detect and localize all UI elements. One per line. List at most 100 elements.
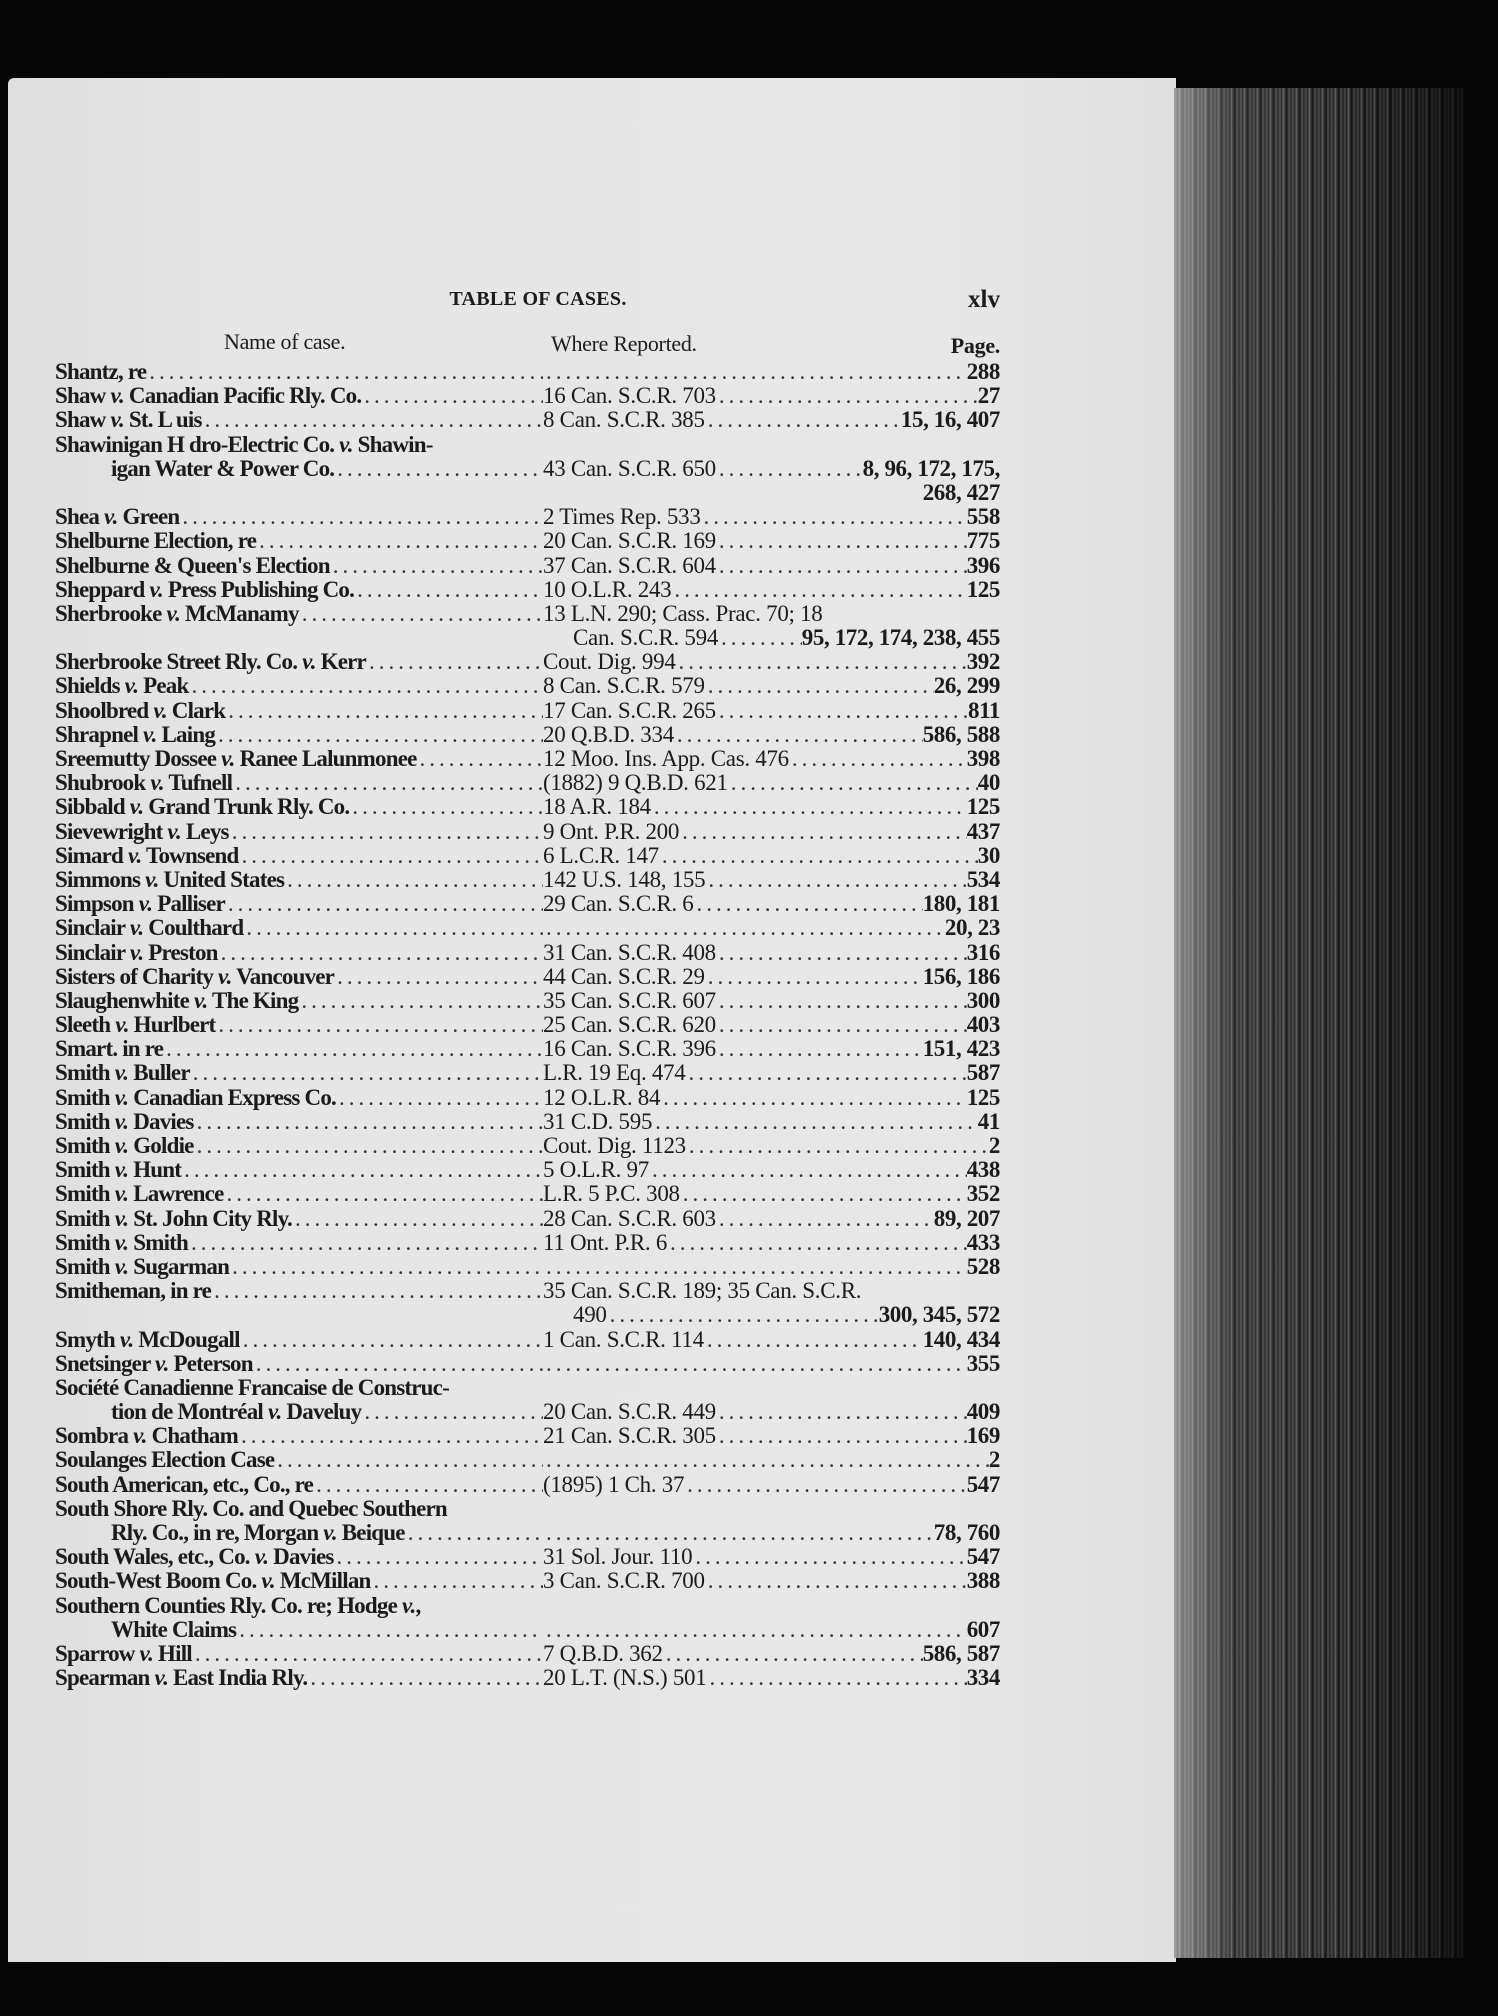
- case-name-cell: Shawinigan H dro-Electric Co. v. Shawin-: [55, 433, 543, 457]
- citation-cell: 9 Ont. P.R. 200 437: [543, 820, 1000, 844]
- case-name-cell: South American, etc., Co., re: [55, 1473, 543, 1497]
- case-name: Sinclair v. Coulthard: [55, 916, 244, 941]
- page-reference: 352: [966, 1182, 1000, 1207]
- citation-cell: 288: [543, 360, 1000, 384]
- dot-leader: [679, 820, 967, 844]
- case-name: Shelburne Election, re: [55, 529, 257, 554]
- citation-cell: L.R. 19 Eq. 474 587: [543, 1061, 1000, 1085]
- dot-leader: [243, 916, 543, 940]
- case-name: Smith v. Canadian Express Co.: [55, 1085, 337, 1110]
- dot-leader: [146, 360, 543, 384]
- case-name-cell: Smith v. Davies: [55, 1110, 543, 1134]
- page-reference: 30: [977, 843, 1000, 868]
- dot-leader: [543, 360, 967, 384]
- where-reported: 142 U.S. 148, 155: [543, 867, 706, 892]
- case-name-cell: Sibbald v. Grand Trunk Rly. Co.: [55, 795, 543, 819]
- table-row: Société Canadienne Francaise de Construc…: [55, 1376, 1000, 1400]
- dot-leader: [349, 795, 543, 819]
- case-name-cell: Smith v. Hunt: [55, 1158, 543, 1182]
- dot-leader: [660, 1086, 967, 1110]
- case-name-cell: Smith v. Buller: [55, 1061, 543, 1085]
- table-row: Can. S.C.R. 594 95, 172, 174, 238, 455: [55, 626, 1000, 650]
- dot-leader: [298, 989, 543, 1013]
- page-reference: 388: [966, 1569, 1000, 1594]
- case-name-cell: Shrapnel v. Laing: [55, 723, 543, 747]
- page-reference: 558: [966, 505, 1000, 530]
- case-name-cell: Simard v. Townsend: [55, 844, 543, 868]
- where-reported: Cout. Dig. 1123: [543, 1134, 686, 1158]
- dot-leader: [674, 723, 923, 747]
- case-name: Soulanges Election Case: [55, 1448, 275, 1473]
- dot-leader: [680, 1182, 967, 1206]
- dot-leader: [543, 1352, 967, 1376]
- where-reported: 8 Can. S.C.R. 579: [543, 674, 705, 699]
- citation-cell: 20 Can. S.C.R. 169 775: [543, 529, 1000, 553]
- where-reported: 20 L.T. (N.S.) 501: [543, 1666, 707, 1691]
- spacer: [543, 481, 923, 505]
- case-name-cell: Soulanges Election Case: [55, 1448, 543, 1472]
- where-reported: 5 O.L.R. 97: [543, 1158, 649, 1183]
- page-reference: 775: [966, 529, 1000, 554]
- dot-leader: [663, 1642, 923, 1666]
- where-reported: 12 Moo. Ins. App. Cas. 476: [543, 747, 789, 771]
- dot-leader: [705, 868, 966, 892]
- citation-cell: Cout. Dig. 994 392: [543, 650, 1000, 674]
- dot-leader: [253, 1352, 543, 1376]
- where-reported: 28 Can. S.C.R. 603: [543, 1206, 716, 1231]
- case-name-cell: Shantz, re: [55, 360, 543, 384]
- dot-leader: [307, 1666, 543, 1690]
- table-row: South Wales, etc., Co. v. Davies 31 Sol. …: [55, 1545, 1000, 1569]
- dot-leader: [651, 795, 967, 819]
- citation-cell: 31 C.D. 595 41: [543, 1110, 1000, 1134]
- case-name-cell: Sombra v. Chatham: [55, 1424, 543, 1448]
- citation-cell: 490 300, 345, 572: [543, 1303, 1000, 1327]
- citation-cell: Cout. Dig. 1123 2: [543, 1134, 1000, 1158]
- table-row: South-West Boom Co. v. McMillan 3 Can. S.…: [55, 1569, 1000, 1593]
- table-row: 268, 427: [55, 481, 1000, 505]
- page-reference: 403: [966, 1013, 1000, 1038]
- case-name: Shelburne & Queen's Election: [55, 553, 331, 578]
- dot-leader: [543, 1448, 989, 1472]
- case-name: South Shore Rly. Co. and Quebec Southern: [55, 1496, 448, 1521]
- case-name: Smith v. Sugarman: [55, 1254, 230, 1279]
- case-name-cell: South Shore Rly. Co. and Quebec Southern: [55, 1497, 543, 1521]
- dot-leader: [716, 1424, 967, 1448]
- citation-cell: 44 Can. S.C.R. 29 156, 186: [543, 965, 1000, 989]
- table-row: Simard v. Townsend 6 L.C.R. 147 30: [55, 844, 1000, 868]
- where-reported: 43 Can. S.C.R. 650: [543, 456, 716, 481]
- where-reported: (1895) 1 Ch. 37: [543, 1472, 685, 1497]
- table-row: Sherbrooke Street Rly. Co. v. Kerr Cout. …: [55, 650, 1000, 674]
- page-reference: 409: [966, 1400, 1000, 1425]
- case-name: Smith v. Hunt: [55, 1158, 182, 1183]
- dot-leader: [716, 1207, 934, 1231]
- table-row: Sombra v. Chatham 21 Can. S.C.R. 305 169: [55, 1424, 1000, 1448]
- spacer: [543, 1376, 1000, 1400]
- page-reference: 125: [966, 577, 1000, 602]
- citation-cell: 6 L.C.R. 147 30: [543, 844, 1000, 868]
- dot-leader: [716, 1013, 967, 1037]
- column-header-page: Page.: [950, 333, 1001, 358]
- table-row: Smith v. Davies 31 C.D. 595 41: [55, 1110, 1000, 1134]
- page-reference: 433: [966, 1230, 1000, 1255]
- dot-leader: [238, 1424, 543, 1448]
- citation-cell: 142 U.S. 148, 155 534: [543, 868, 1000, 892]
- page-reference: 607: [966, 1617, 1000, 1642]
- spacer: [447, 1497, 543, 1521]
- spacer: [543, 1497, 1000, 1521]
- page-reference: 41: [977, 1109, 1000, 1134]
- dot-leader: [225, 892, 543, 916]
- where-reported: 8 Can. S.C.R. 385: [543, 408, 705, 433]
- table-row: Soulanges Election Case 2: [55, 1448, 1000, 1472]
- page-reference: 156, 186: [922, 964, 1000, 989]
- dot-leader: [194, 1134, 543, 1158]
- table-row: Shields v. Peak 8 Can. S.C.R. 579 26, 299: [55, 674, 1000, 698]
- case-name-cell: igan Water & Power Co.: [55, 457, 543, 481]
- page-reference: 8, 96, 172, 175,: [862, 456, 1000, 481]
- page-title: TABLE OF CASES.: [449, 288, 627, 310]
- page-reference: 811: [967, 698, 1000, 723]
- spacer: [449, 1376, 543, 1400]
- page-number: xlv: [968, 286, 1000, 313]
- table-row: Smith v. Lawrence L.R. 5 P.C. 308 352: [55, 1182, 1000, 1206]
- case-name: Shea v. Green: [55, 505, 180, 530]
- table-row: Spearman v. East India Rly. 20 L.T. (N.S.…: [55, 1666, 1000, 1690]
